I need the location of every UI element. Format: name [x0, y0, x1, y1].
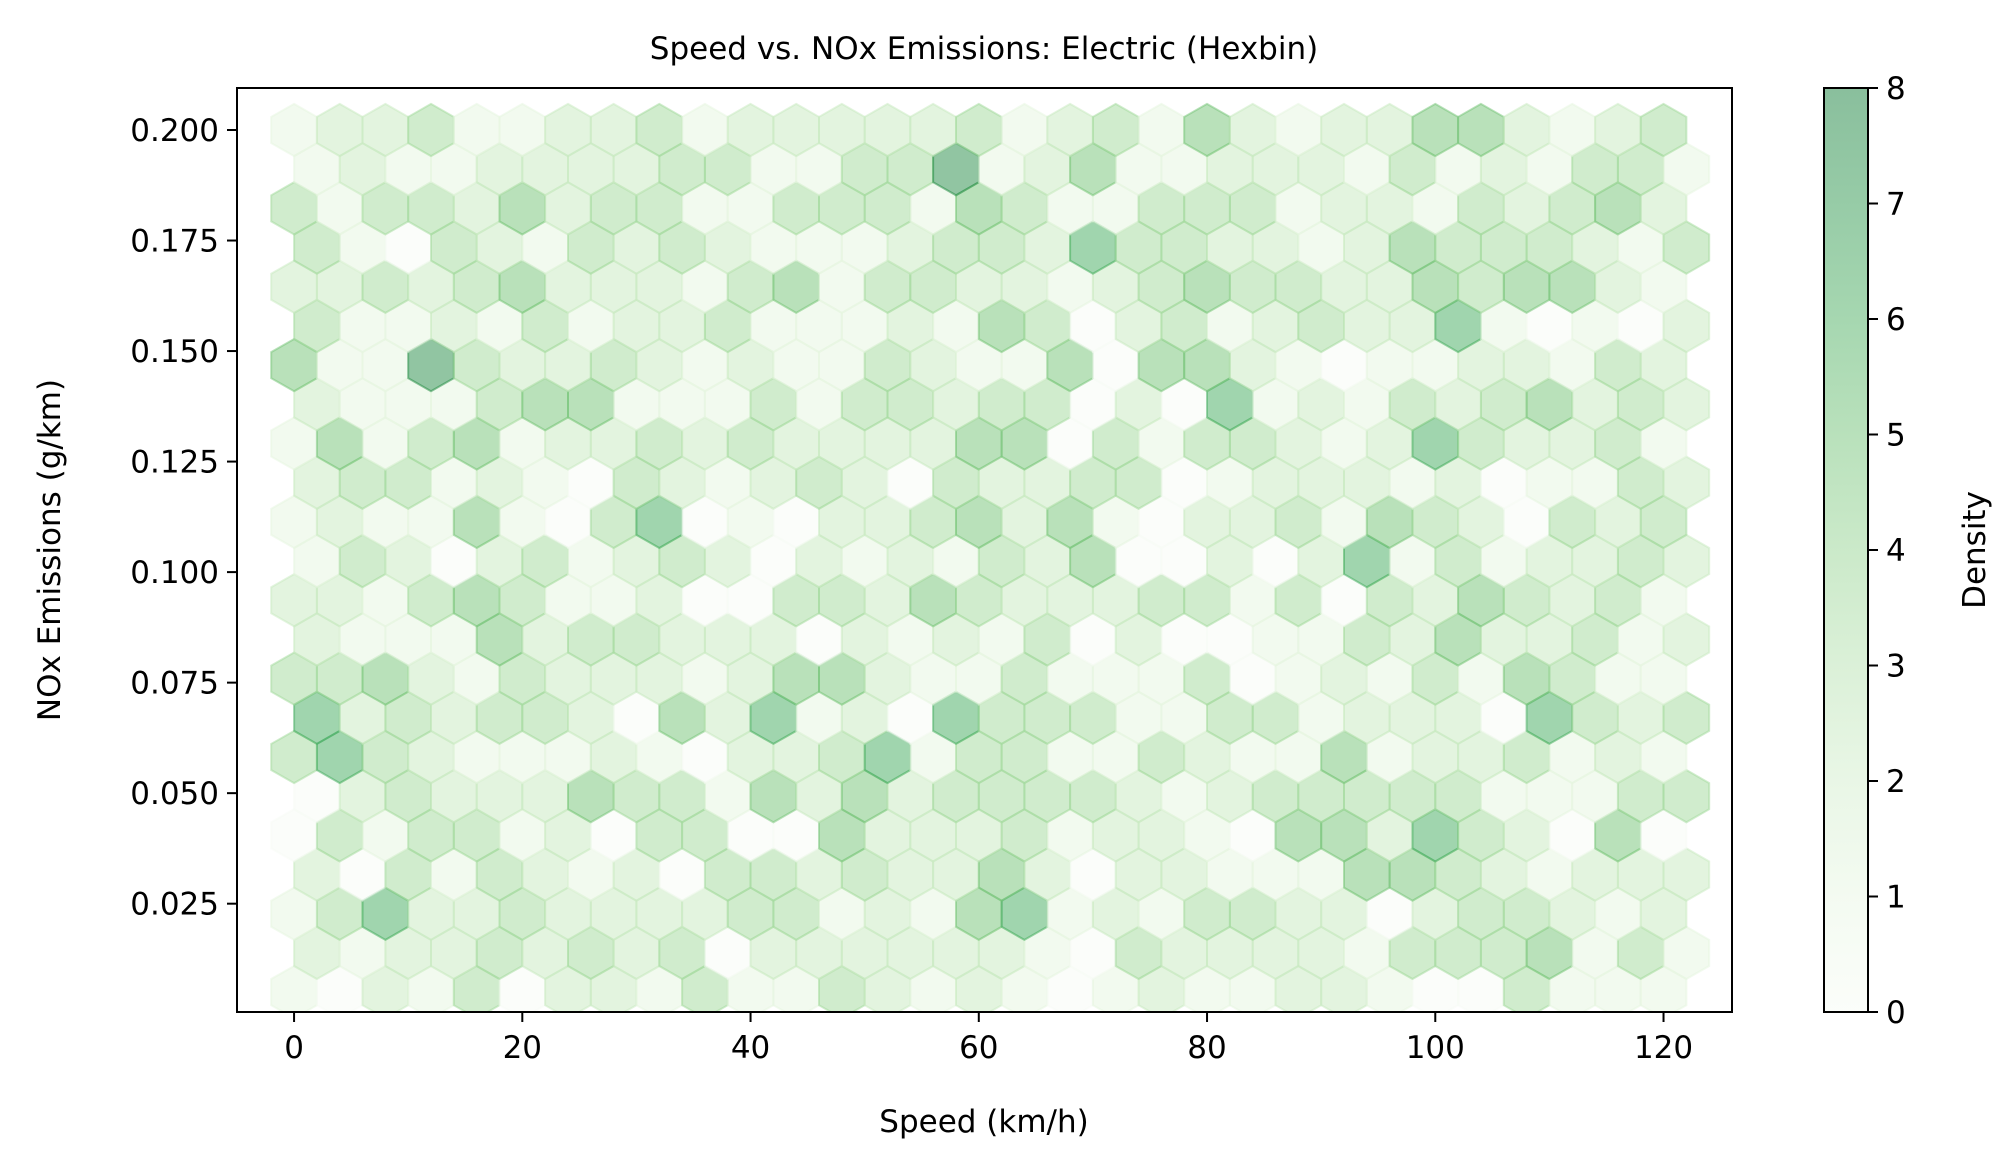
y-tick-label: 0.025 [130, 887, 219, 923]
y-tick-label: 0.125 [130, 445, 219, 481]
y-tick-label: 0.175 [130, 224, 219, 260]
x-tick-label: 40 [731, 1030, 770, 1066]
colorbar-tick-label: 1 [1886, 880, 1906, 916]
hexbin-cells [270, 102, 1711, 1012]
colorbar-tick-label: 7 [1886, 187, 1906, 223]
colorbar-tick-label: 2 [1886, 764, 1906, 800]
y-tick-label: 0.200 [130, 113, 219, 149]
colorbar-label: Density [1957, 491, 1993, 609]
y-tick-label: 0.150 [130, 334, 219, 370]
colorbar-tick-label: 3 [1886, 649, 1906, 685]
y-tick-label: 0.075 [130, 666, 219, 702]
y-axis: 0.025 0.050 0.075 0.100 0.125 0.150 0.175 0.200 [130, 113, 237, 923]
colorbar-tick-label: 8 [1886, 71, 1906, 107]
y-axis-label: NOx Emissions (g/km) [32, 379, 68, 721]
colorbar-tick-label: 0 [1886, 995, 1906, 1031]
y-tick-label: 0.100 [130, 555, 219, 591]
x-tick-label: 80 [1187, 1030, 1226, 1066]
colorbar-tick-label: 5 [1886, 418, 1906, 454]
hexbin-cell [1639, 102, 1688, 158]
y-tick-label: 0.050 [130, 776, 219, 812]
chart-title: Speed vs. NOx Emissions: Electric (Hexbi… [650, 31, 1318, 67]
x-axis: 0 20 40 60 80 100 120 [284, 1012, 1693, 1066]
x-tick-label: 120 [1634, 1030, 1693, 1066]
x-tick-label: 20 [503, 1030, 542, 1066]
x-tick-label: 0 [284, 1030, 304, 1066]
plot-frame [236, 87, 1733, 1013]
colorbar-tick-label: 6 [1886, 302, 1906, 338]
colorbar-fill [1824, 88, 1868, 1012]
colorbar-tick-label: 4 [1886, 533, 1906, 569]
colorbar: 0 1 2 3 4 5 6 7 8 Density [1823, 71, 1993, 1031]
x-tick-label: 60 [959, 1030, 998, 1066]
x-tick-label: 100 [1406, 1030, 1465, 1066]
colorbar-ticks: 0 1 2 3 4 5 6 7 8 [1868, 71, 1906, 1031]
x-axis-label: Speed (km/h) [879, 1104, 1088, 1140]
